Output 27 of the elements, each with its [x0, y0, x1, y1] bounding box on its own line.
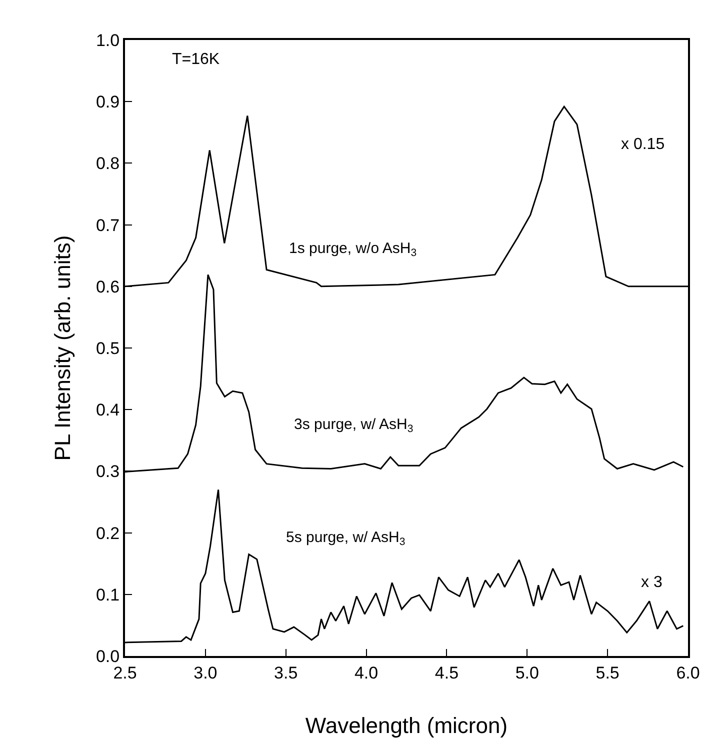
series-label: 1s purge, w/o AsH$_{3}$ — [289, 240, 417, 260]
y-tick-label: 0.0 — [96, 646, 120, 666]
y-tick-label: 1.0 — [96, 30, 120, 50]
y-tick-label: 0.4 — [96, 400, 120, 420]
y-axis-title: PL Intensity (arb. units) — [50, 235, 75, 461]
y-tick-label: 0.2 — [96, 524, 120, 543]
y-tick-label: 0.1 — [96, 585, 120, 604]
x-tick-label: 3.5 — [274, 663, 298, 682]
annotation: T=16K — [172, 51, 220, 68]
y-tick-label: 0.5 — [96, 338, 120, 358]
series-label: 3s purge, w/ AsH$_{3}$ — [294, 416, 414, 436]
x-axis-title: Wavelength (micron) — [305, 713, 508, 738]
x-tick-label: 5.0 — [515, 663, 539, 682]
y-tick-label: 0.3 — [96, 462, 120, 482]
y-tick-label: 0.7 — [96, 216, 120, 235]
annotation: x 3 — [641, 574, 662, 591]
annotation: x 0.15 — [621, 136, 665, 153]
text: 5s purge, w/ AsH$_{3}$ — [286, 529, 406, 548]
x-tick-label: 3.0 — [194, 663, 218, 682]
x-tick-label: 4.5 — [434, 663, 459, 682]
x-tick-label: 5.5 — [596, 663, 620, 682]
x-tick-label: 4.0 — [354, 663, 378, 682]
x-tick-label: 2.5 — [113, 663, 137, 682]
x-tick-label: 6.0 — [676, 663, 700, 682]
y-tick-label: 0.9 — [96, 92, 120, 112]
y-tick-label: 0.8 — [96, 154, 120, 174]
y-tick-label: 0.6 — [96, 277, 120, 296]
